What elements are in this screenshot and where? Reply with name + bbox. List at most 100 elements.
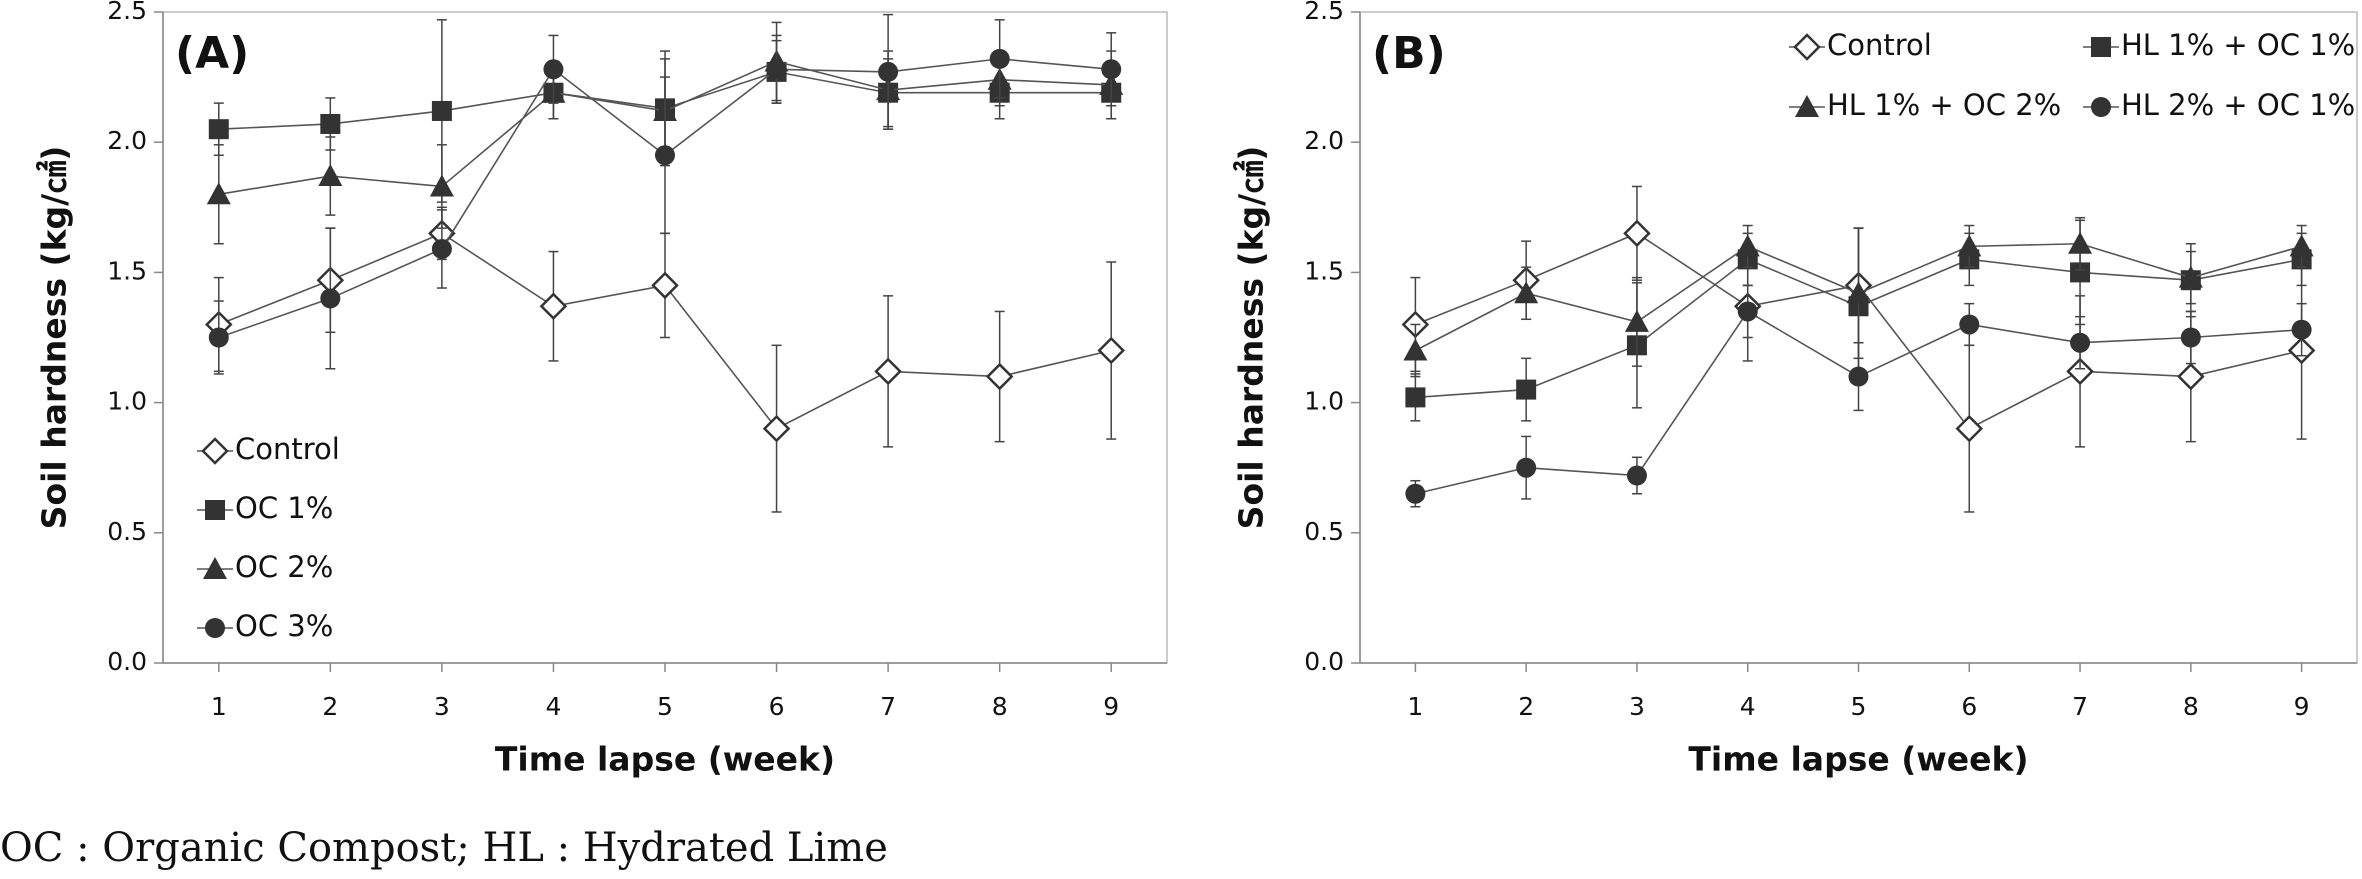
marker xyxy=(1403,338,1428,361)
panel-label: (B) xyxy=(1372,28,1446,79)
x-tick-label: 4 xyxy=(1740,692,1756,721)
marker xyxy=(208,327,229,348)
x-tick-label: 5 xyxy=(657,692,673,721)
marker xyxy=(2066,357,2094,386)
marker xyxy=(2180,327,2201,348)
y-tick-label: 1.5 xyxy=(107,256,147,285)
marker xyxy=(1957,234,1982,257)
marker xyxy=(320,113,341,134)
marker xyxy=(320,288,341,309)
x-axis-label: Time lapse (week) xyxy=(495,740,835,779)
panel-label: (A) xyxy=(175,28,249,79)
marker xyxy=(2177,362,2205,391)
y-tick-label: 1.5 xyxy=(1304,256,1344,285)
x-tick-label: 5 xyxy=(1851,692,1867,721)
x-tick-label: 3 xyxy=(434,692,450,721)
legend-marker xyxy=(2091,37,2111,57)
marker xyxy=(766,59,787,80)
y-tick-label: 0.5 xyxy=(107,517,147,546)
legend-label: OC 1% xyxy=(235,491,333,525)
y-tick-label: 2.0 xyxy=(1304,126,1344,155)
legend-label: OC 2% xyxy=(235,550,333,584)
marker xyxy=(2070,262,2091,283)
legend-marker xyxy=(201,437,229,465)
x-tick-label: 7 xyxy=(2072,692,2088,721)
marker xyxy=(206,182,231,205)
marker xyxy=(1626,465,1647,486)
marker xyxy=(431,100,452,121)
marker xyxy=(1405,483,1426,504)
marker xyxy=(1735,234,1760,257)
marker xyxy=(1097,336,1125,365)
x-tick-label: 9 xyxy=(2294,692,2310,721)
y-tick-label: 0.5 xyxy=(1304,517,1344,546)
marker xyxy=(1846,281,1871,304)
y-axis-label: Soil hardness (kg/㎠) xyxy=(35,146,74,530)
legend-label: HL 1% + OC 1% xyxy=(2121,28,2355,62)
legend-label: Control xyxy=(1827,28,1932,62)
marker xyxy=(431,238,452,259)
marker xyxy=(2068,231,2093,254)
marker xyxy=(874,357,902,386)
marker xyxy=(651,271,679,300)
x-tick-label: 2 xyxy=(322,692,338,721)
marker xyxy=(655,145,675,166)
marker xyxy=(1737,301,1758,322)
marker xyxy=(2178,265,2203,288)
x-tick-label: 2 xyxy=(1518,692,1534,721)
marker xyxy=(539,292,568,321)
y-tick-label: 1.0 xyxy=(1304,387,1344,416)
x-tick-label: 8 xyxy=(2183,692,2199,721)
x-tick-label: 3 xyxy=(1629,692,1645,721)
marker xyxy=(1848,366,1869,387)
y-tick-label: 2.0 xyxy=(107,126,147,155)
marker xyxy=(762,414,791,443)
legend-marker xyxy=(1793,33,1821,61)
legend-marker xyxy=(1795,95,1819,117)
marker xyxy=(429,174,454,197)
y-tick-label: 2.5 xyxy=(107,0,147,25)
y-tick-label: 2.5 xyxy=(1304,0,1344,25)
marker xyxy=(543,59,564,80)
y-tick-label: 0.0 xyxy=(107,647,147,676)
marker xyxy=(1514,281,1539,304)
x-axis-label: Time lapse (week) xyxy=(1688,740,2028,779)
marker xyxy=(318,164,343,187)
x-tick-label: 6 xyxy=(769,692,785,721)
marker xyxy=(1101,59,1122,80)
legend-marker xyxy=(205,618,225,638)
marker xyxy=(2289,234,2314,257)
marker xyxy=(1516,457,1537,478)
x-tick-label: 1 xyxy=(211,692,227,721)
x-tick-label: 1 xyxy=(1407,692,1423,721)
x-tick-label: 6 xyxy=(1961,692,1977,721)
legend-label: Control xyxy=(235,432,340,466)
x-tick-label: 8 xyxy=(992,692,1008,721)
legend-marker xyxy=(203,557,227,579)
legend-label: OC 3% xyxy=(235,609,333,643)
y-tick-label: 1.0 xyxy=(107,387,147,416)
legend-label: HL 1% + OC 2% xyxy=(1827,88,2061,122)
marker xyxy=(1405,387,1426,408)
y-axis-label: Soil hardness (kg/㎠) xyxy=(1232,146,1271,530)
marker xyxy=(1623,219,1651,248)
x-tick-label: 4 xyxy=(545,692,561,721)
marker xyxy=(878,61,899,82)
marker xyxy=(1959,314,1980,335)
footnote: OC : Organic Compost; HL : Hydrated Lime xyxy=(0,825,888,871)
y-tick-label: 0.0 xyxy=(1304,647,1344,676)
x-tick-label: 9 xyxy=(1103,692,1119,721)
legend-marker xyxy=(205,500,225,520)
marker xyxy=(985,362,1014,391)
legend-marker xyxy=(2091,97,2111,117)
marker xyxy=(208,119,229,140)
marker xyxy=(2291,319,2312,340)
marker xyxy=(989,48,1010,69)
marker xyxy=(2070,332,2091,353)
marker xyxy=(1624,309,1649,332)
x-tick-label: 7 xyxy=(880,692,896,721)
marker xyxy=(1516,379,1537,400)
legend-label: HL 2% + OC 1% xyxy=(2121,88,2355,122)
marker xyxy=(1955,414,1984,443)
